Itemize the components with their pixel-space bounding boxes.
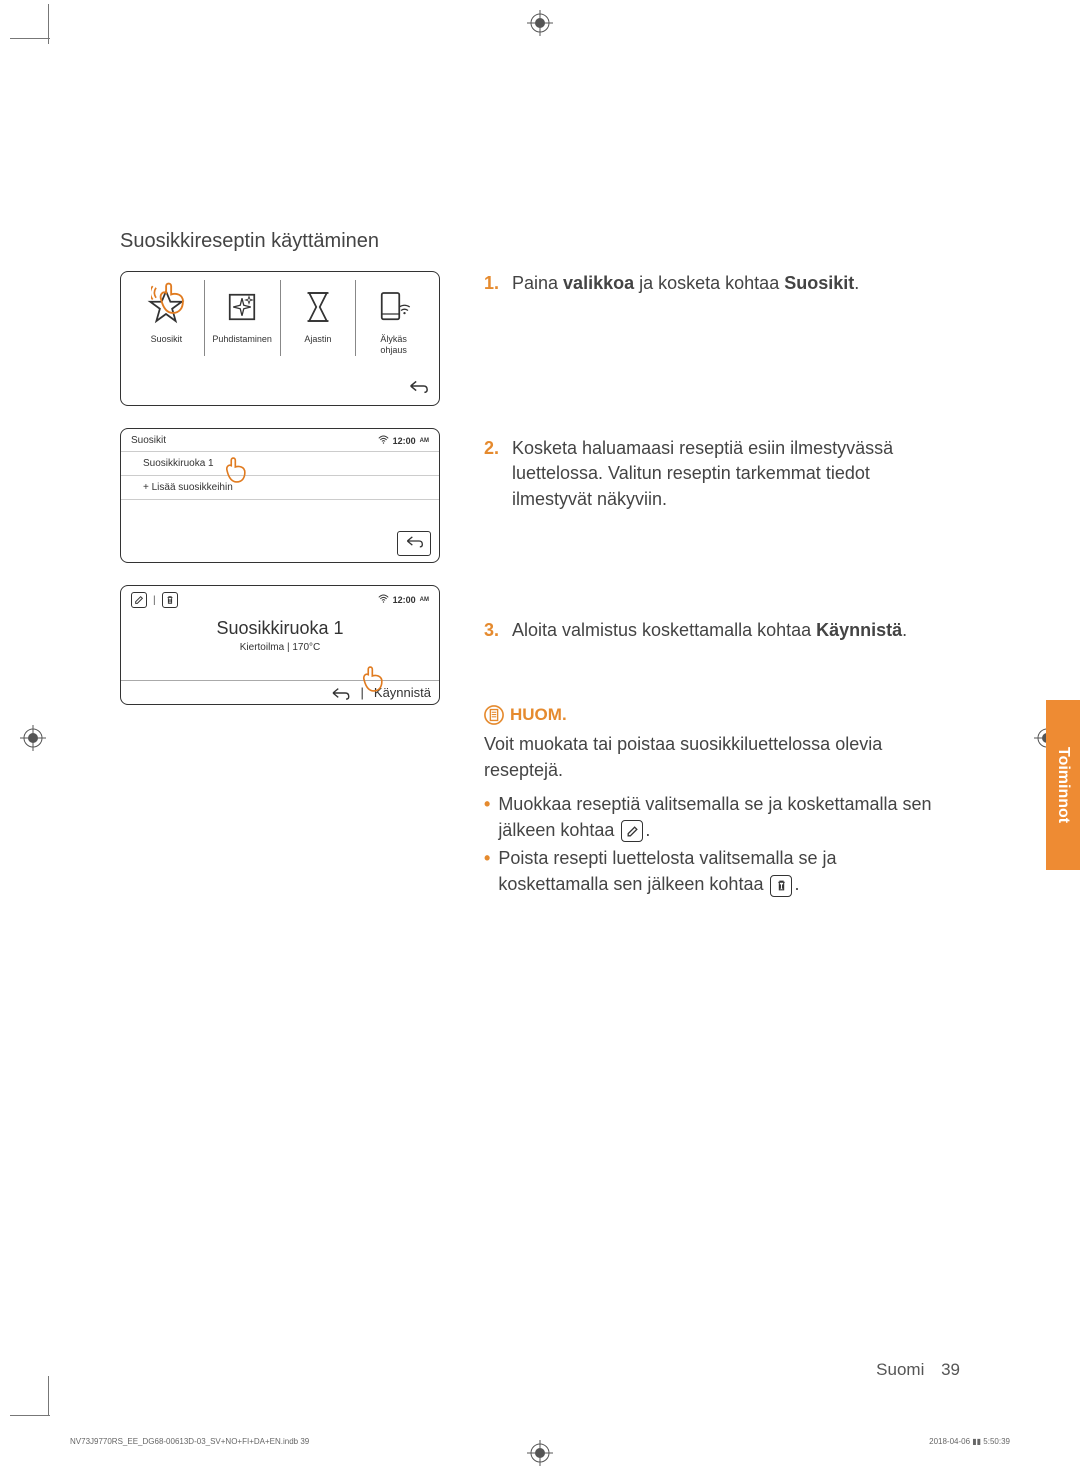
wifi-icon (378, 594, 389, 606)
step-text: Aloita valmistus koskettamalla kohtaa Kä… (512, 618, 907, 643)
star-icon (145, 286, 187, 328)
note-heading: HUOM. (484, 705, 944, 725)
step-number: 2. (484, 436, 502, 512)
divider: | (361, 685, 364, 700)
menu-icon-smart-control[interactable]: Älykäs ohjaus (356, 280, 431, 356)
step-number: 3. (484, 618, 502, 643)
list-title: Suosikit (131, 435, 166, 447)
registration-mark-icon (20, 725, 46, 751)
section-title: Suosikkireseptin käyttäminen (120, 230, 960, 253)
menu-icon-suosikit[interactable]: Suosikit (129, 280, 205, 356)
step-text: Paina valikkoa ja kosketa kohtaa Suosiki… (512, 271, 859, 296)
print-footer-left: NV73J9770RS_EE_DG68-00613D-03_SV+NO+FI+D… (70, 1437, 309, 1446)
print-footer: NV73J9770RS_EE_DG68-00613D-03_SV+NO+FI+D… (70, 1437, 1010, 1446)
icon-label: Älykäs ohjaus (380, 334, 407, 356)
registration-mark-icon (527, 10, 553, 36)
clock-time: 12:00 (393, 595, 416, 605)
note-item-text: Poista resepti luettelosta valitsemalla … (498, 845, 944, 897)
back-icon (404, 534, 424, 548)
status-bar: 12:00 AM (378, 435, 429, 447)
page-footer: Suomi 39 (876, 1360, 960, 1380)
list-item-label: + Lisää suosikkeihin (143, 482, 233, 493)
note-block: HUOM. Voit muokata tai poistaa suosikkil… (484, 705, 944, 898)
bullet-icon: • (484, 845, 490, 897)
clock-time: 12:00 (393, 436, 416, 446)
footer-page: 39 (941, 1360, 960, 1379)
footer-lang: Suomi (876, 1360, 924, 1379)
step-number: 1. (484, 271, 502, 296)
trash-icon (770, 875, 792, 897)
clean-icon (221, 286, 263, 328)
smart-control-icon (373, 286, 415, 328)
note-item-text: Muokkaa reseptiä valitsemalla se ja kosk… (498, 791, 944, 843)
screen-detail: | 12:00 AM Suosikkiruoka 1 Kiertoilma | 1… (120, 585, 440, 705)
menu-icon-ajastin[interactable]: Ajastin (281, 280, 357, 356)
note-label: HUOM. (510, 705, 567, 725)
menu-icon-puhdistaminen[interactable]: Puhdistaminen (205, 280, 281, 356)
icon-label: Suosikit (151, 334, 183, 345)
edit-icon (134, 595, 144, 605)
edit-button[interactable] (131, 592, 147, 608)
back-icon (407, 378, 429, 394)
wifi-icon (378, 435, 389, 447)
note-icon (484, 705, 504, 725)
back-icon[interactable] (329, 686, 351, 700)
edit-icon (621, 820, 643, 842)
screen-menu: Suosikit Pu (120, 271, 440, 406)
print-footer-right: 2018-04-06 ▮▮ 5:50:39 (929, 1437, 1010, 1446)
timer-icon (297, 286, 339, 328)
start-label-text: Käynnistä (374, 685, 431, 700)
icon-label: Puhdistaminen (212, 334, 272, 345)
step-item: 1. Paina valikkoa ja kosketa kohtaa Suos… (484, 271, 944, 296)
recipe-subtitle: Kiertoilma | 170°C (121, 642, 439, 653)
note-body: Voit muokata tai poistaa suosikkiluettel… (484, 731, 944, 783)
note-list-item: • Muokkaa reseptiä valitsemalla se ja ko… (484, 791, 944, 843)
favorite-list-item[interactable]: Suosikkiruoka 1 (121, 452, 439, 476)
step-text: Kosketa haluamaasi reseptiä esiin ilmest… (512, 436, 944, 512)
section-tab: Toiminnot (1046, 700, 1080, 870)
note-list-item: • Poista resepti luettelosta valitsemall… (484, 845, 944, 897)
status-bar: 12:00 AM (378, 592, 429, 608)
screen-list: Suosikit 12:00AM Suosikkiruoka 1 + (120, 428, 440, 563)
back-button[interactable] (407, 378, 429, 399)
step-item: 3. Aloita valmistus koskettamalla kohtaa… (484, 618, 944, 643)
clock-ampm: AM (420, 438, 429, 444)
delete-button[interactable] (162, 592, 178, 608)
trash-icon (165, 595, 175, 605)
start-button[interactable]: Käynnistä (374, 685, 431, 700)
back-button[interactable] (397, 531, 431, 556)
bullet-icon: • (484, 791, 490, 843)
step-item: 2. Kosketa haluamaasi reseptiä esiin ilm… (484, 436, 944, 512)
icon-label: Ajastin (304, 334, 331, 345)
list-item-label: Suosikkiruoka 1 (143, 458, 214, 469)
add-favorite-item[interactable]: + Lisää suosikkeihin (121, 476, 439, 500)
divider: | (153, 595, 156, 606)
clock-ampm: AM (420, 597, 429, 603)
recipe-title: Suosikkiruoka 1 (121, 618, 439, 639)
